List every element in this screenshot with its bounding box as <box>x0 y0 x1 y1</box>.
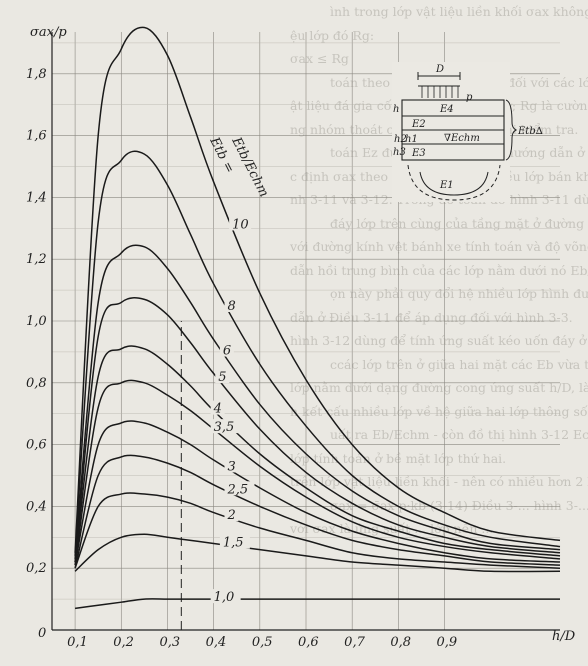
curve-6 <box>74 244 561 559</box>
curve-label: 1,5 <box>223 536 244 551</box>
curve-10 <box>74 26 561 553</box>
inset-diagram: D p E4 E2 ∇Echm E3 h h1 h2 h3 Etb∆ E1 <box>392 62 543 202</box>
inset-E3: E3 <box>411 148 426 159</box>
background-line: σax ≤ Rg <box>290 51 349 66</box>
curve-label-bg <box>210 400 225 415</box>
curve-4 <box>74 345 561 563</box>
curve-label: 2,5 <box>226 482 248 497</box>
x-axis-label: h/D <box>552 629 576 644</box>
y-tick-label: 1,6 <box>26 129 47 144</box>
x-tick-label: 0,6 <box>298 635 319 650</box>
curve-1-0 <box>74 598 560 610</box>
x-tick-label: 0,1 <box>67 635 88 650</box>
x-tick-label: 0,5 <box>252 635 273 650</box>
inset-h2: h2 <box>394 134 407 145</box>
y-tick-label: 1,0 <box>26 314 47 329</box>
inset-E2: E2 <box>411 119 426 130</box>
inset-E4: E4 <box>439 104 454 115</box>
curve-label-bg <box>215 369 230 384</box>
y-tick-label: 1,2 <box>26 252 47 267</box>
curve-label-bg <box>219 342 234 357</box>
tick-labels: 0,1 0,2 0,3 0,4 0,5 0,6 0,7 0,8 0,9 0,2 0,4 0,6 0,8 1… <box>26 67 457 650</box>
curve-label: 2 <box>226 508 235 523</box>
curve-label: 5 <box>218 370 226 385</box>
curve-label: 4 <box>213 402 222 417</box>
background-line: ệu lớp đó Rg: <box>290 27 375 43</box>
curve-label: 3,5 <box>214 420 235 435</box>
background-line: h kết cấu nhiều lớp về hệ giữa hai lớp t… <box>290 403 588 419</box>
y-tick-label: 1,8 <box>26 67 47 82</box>
curve-label: 8 <box>227 299 235 314</box>
y-tick-label: 0,8 <box>26 376 47 391</box>
x-tick-label: 0,2 <box>113 635 134 650</box>
y-axis-label: σax/p <box>30 25 67 40</box>
background-line: hình 3-12 dùng để tính ứng suất kéo uốn … <box>290 333 588 348</box>
background-line: đáy lớp trên cùng của tầng mặt ở đường c… <box>330 215 588 231</box>
y-tick-label: 0,2 <box>26 561 47 576</box>
inset-h1: h1 <box>405 134 418 145</box>
x-tick-label: 0,7 <box>344 635 365 650</box>
inset-D-label: D <box>435 64 444 75</box>
background-line: σax = σ̄ax·p·kb (3-14) Điều 3-... hình 3… <box>330 497 588 513</box>
x-tick-label: 0,3 <box>159 635 180 650</box>
background-line: ccác lớp trên ở giữa hai mặt các Eb vừa … <box>330 356 588 372</box>
origin-label: 0 <box>38 626 46 641</box>
curve-labels: 10 8 6 5 4 3,5 3 2,5 2 1,5 1,0 <box>210 216 255 605</box>
curve-3-5 <box>74 379 561 566</box>
inset-h: h <box>393 104 399 115</box>
inset-h3: h3 <box>393 147 406 158</box>
curve-label-bg <box>229 216 252 231</box>
curve-label: 10 <box>232 217 249 232</box>
background-line: uất ra Eb/Echm - còn đồ thị hình 3-12 Ec… <box>330 427 588 442</box>
curve-label-bg <box>224 507 239 522</box>
curve-label: 3 <box>227 459 235 474</box>
x-tick-label: 0,9 <box>437 635 458 650</box>
curve-5 <box>74 297 561 563</box>
background-line: lớp nằm dưới dạng đường cong ứng suất h/… <box>290 380 588 395</box>
axes <box>51 32 560 631</box>
curve-8 <box>74 150 561 556</box>
curve-label: 1,0 <box>214 590 235 605</box>
background-line: ình trong lớp vật liệu liền khối σax khô… <box>330 4 588 19</box>
background-line: ọn này phải quy đổi hệ nhiều lớp hình đư… <box>330 286 588 301</box>
x-tick-label: 0,8 <box>390 635 411 650</box>
curve-label-bg <box>219 534 250 549</box>
background-line: dẫn hồi trung bình của các lớp nằm dưới … <box>290 262 588 278</box>
curve-label-bg <box>224 458 239 473</box>
y-tick-label: 1,4 <box>26 190 47 205</box>
curve-label: 6 <box>223 344 231 359</box>
curve-2-5 <box>74 454 561 569</box>
background-line: với đường kính vệt bánh xe tính toán và … <box>290 239 588 254</box>
y-tick-label: 0,6 <box>26 438 47 453</box>
curve-label-bg <box>210 589 241 604</box>
x-tick-label: 0,4 <box>206 635 227 650</box>
inset-Echm: ∇Echm <box>444 133 480 144</box>
inset-E1: E1 <box>439 180 454 191</box>
y-tick-label: 0,4 <box>26 499 47 514</box>
inset-Etb: Etb∆ <box>517 126 543 137</box>
curve-label-bg <box>210 419 241 434</box>
inset-p-label: p <box>466 92 473 103</box>
curve-label-bg <box>224 298 239 313</box>
curve-label-bg <box>224 481 255 496</box>
